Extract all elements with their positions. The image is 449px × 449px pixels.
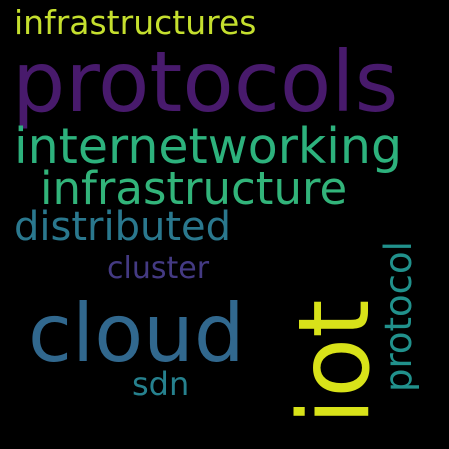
word-iot: iot — [278, 299, 392, 425]
word-sdn: sdn — [132, 365, 190, 403]
word-protocol: protocol — [377, 241, 420, 392]
word-infrastructure: infrastructure — [40, 162, 348, 215]
word-protocols: protocols — [12, 33, 399, 131]
word-infrastructures: infrastructures — [14, 3, 257, 42]
word-internetworking: internetworking — [14, 118, 403, 175]
word-cluster: cluster — [107, 251, 210, 286]
word-cloud-term: cloud — [28, 287, 245, 380]
word-distributed: distributed — [14, 204, 232, 250]
